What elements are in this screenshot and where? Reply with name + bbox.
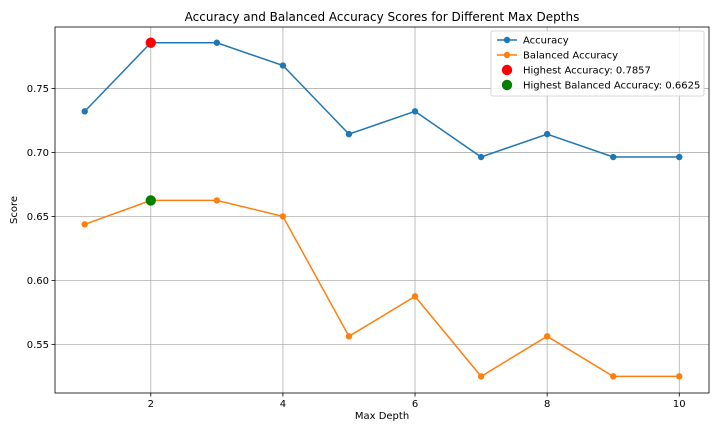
accuracy-point xyxy=(279,62,287,69)
legend-label: Highest Balanced Accuracy: 0.6625 xyxy=(523,81,700,92)
legend-swatch-marker xyxy=(503,51,511,59)
accuracy-line xyxy=(84,41,680,158)
x-tick-label: 8 xyxy=(544,399,550,410)
accuracy-point xyxy=(81,108,88,115)
x-tick-label: 4 xyxy=(280,399,286,410)
balanced-accuracy-point xyxy=(477,373,485,380)
balanced-accuracy-point xyxy=(345,333,353,340)
legend-swatch-marker xyxy=(501,79,513,91)
highlight-points xyxy=(145,37,156,206)
balanced-accuracy-point xyxy=(676,373,683,380)
legend-box xyxy=(490,30,705,97)
legend-label: Balanced Accuracy xyxy=(523,51,618,62)
x-tick-label: 6 xyxy=(412,399,418,410)
balanced-accuracy-point xyxy=(610,373,617,380)
highest-accuracy-point xyxy=(145,37,156,48)
series-lines xyxy=(81,39,683,380)
legend-swatch-marker xyxy=(503,36,511,44)
y-tick-label: 0.65 xyxy=(27,212,49,223)
balanced-accuracy-point xyxy=(411,293,419,300)
balanced-accuracy-point xyxy=(543,333,551,340)
y-axis-label: Score xyxy=(9,196,20,224)
highest-balanced-accuracy-point xyxy=(145,195,156,206)
balanced-accuracy-point xyxy=(81,221,88,228)
y-tick-label: 0.75 xyxy=(27,84,49,95)
y-tick-label: 0.60 xyxy=(27,276,49,287)
axis-ticks: 2 4 6 8 10 0.55 0.60 0.65 0.70 0.75 xyxy=(27,84,686,410)
plot-area-frame xyxy=(54,26,710,394)
accuracy-point xyxy=(213,39,221,46)
legend-label: Accuracy xyxy=(523,36,569,47)
accuracy-point xyxy=(411,108,419,115)
legend: Accuracy Balanced Accuracy Highest Accurac… xyxy=(490,30,705,97)
balanced-accuracy-point xyxy=(213,197,221,204)
accuracy-point xyxy=(610,153,617,161)
x-tick-label: 2 xyxy=(148,399,154,410)
accuracy-point xyxy=(543,130,551,138)
balanced-accuracy-line xyxy=(84,199,680,378)
legend-label: Highest Accuracy: 0.7857 xyxy=(523,66,651,77)
accuracy-point xyxy=(345,130,353,138)
y-tick-label: 0.55 xyxy=(27,340,49,351)
y-tick-label: 0.70 xyxy=(27,148,49,159)
legend-swatch-marker xyxy=(501,64,513,76)
accuracy-point xyxy=(477,153,485,161)
x-axis-label: Max Depth xyxy=(355,411,409,422)
chart-title: Accuracy and Balanced Accuracy Scores fo… xyxy=(185,10,580,24)
accuracy-point xyxy=(676,153,683,161)
balanced-accuracy-point xyxy=(279,213,287,220)
x-tick-label: 10 xyxy=(673,399,686,410)
